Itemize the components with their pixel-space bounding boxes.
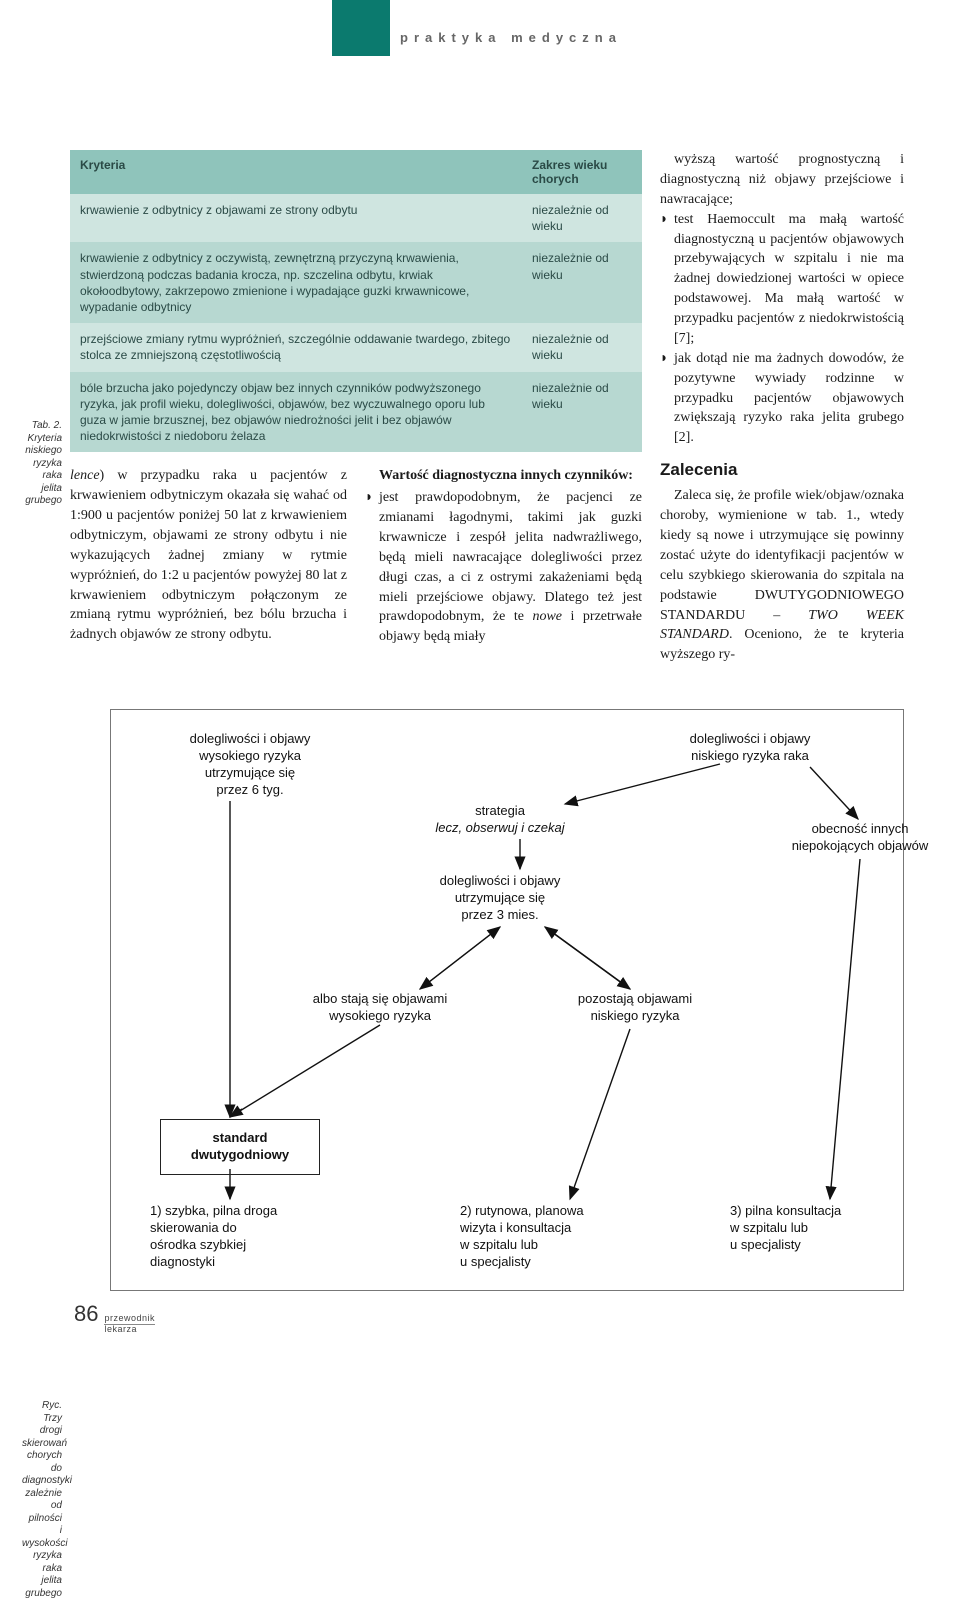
page-number: 86	[74, 1301, 98, 1327]
table-row: krwawienie z odbytnicy z objawami ze str…	[70, 194, 642, 242]
range-cell: niezależnie od wieku	[522, 323, 642, 371]
bullet-icon: ◗	[660, 210, 674, 349]
flowchart: dolegliwości i objawy wysokiego ryzyka u…	[70, 691, 904, 1291]
body-text: jak dotąd nie ma żadnych dowodów, że poz…	[674, 349, 904, 448]
body-text: lence	[70, 468, 100, 483]
body-text: ) w przypadku raka u pacjentów z krwawie…	[70, 468, 347, 642]
flow-outcome-3: 3) pilna konsultacja w szpitalu lub u sp…	[730, 1203, 930, 1254]
flow-outcome-1: 1) szybka, pilna droga skierowania do oś…	[150, 1203, 350, 1271]
flow-node-low-risk: dolegliwości i objawy niskiego ryzyka ra…	[640, 731, 860, 765]
section-header: praktyka medyczna	[400, 30, 622, 45]
body-text: jest prawdopodobnym, że pacjenci ze zmia…	[379, 488, 642, 647]
table-caption-side: Tab. 2. Kryteria niskiego ryzyka raka je…	[22, 420, 62, 508]
bullet-icon: ◗	[365, 488, 379, 647]
range-cell: niezależnie od wieku	[522, 372, 642, 453]
body-text: wyższą wartość prognostyczną i diagnosty…	[660, 150, 904, 210]
figure-caption-side: Ryc. Trzy drogi skierowań chorych do dia…	[22, 1400, 62, 1600]
criterion-cell: krwawienie z odbytnicy z objawami ze str…	[70, 194, 522, 242]
range-cell: niezależnie od wieku	[522, 242, 642, 323]
table-row: bóle brzucha jako pojedynczy objaw bez i…	[70, 372, 642, 453]
flow-node-remain-low: pozostają objawami niskiego ryzyka	[540, 991, 730, 1025]
criterion-cell: krwawienie z odbytnicy z oczywistą, zewn…	[70, 242, 522, 323]
flow-node-high-risk: dolegliwości i objawy wysokiego ryzyka u…	[150, 731, 350, 799]
table-row: krwawienie z odbytnicy z oczywistą, zewn…	[70, 242, 642, 323]
table-header-left: Kryteria	[70, 150, 522, 194]
flow-node-standard-box: standard dwutygodniowy	[160, 1119, 320, 1175]
table-row: przejściowe zmiany rytmu wypróżnień, szc…	[70, 323, 642, 371]
criterion-cell: przejściowe zmiany rytmu wypróżnień, szc…	[70, 323, 522, 371]
paragraph-heading: Wartość diagnostyczna innych czynników:	[365, 466, 642, 486]
range-cell: niezależnie od wieku	[522, 194, 642, 242]
bullet-icon: ◗	[660, 349, 674, 448]
criteria-table: Kryteria Zakres wieku chorych krwawienie…	[70, 150, 642, 452]
flow-node-become-high: albo stają się objawami wysokiego ryzyka	[280, 991, 480, 1025]
flow-node-strategy: strategialecz, obserwuj i czekaj	[410, 803, 590, 837]
footer-text-2: lekarza	[104, 1325, 155, 1335]
flow-node-other: obecność innych niepokojących objawów	[770, 821, 950, 855]
body-text: test Haemoccult ma małą wartość diagnost…	[674, 210, 904, 349]
flow-node-3months: dolegliwości i objawy utrzymujące się pr…	[410, 873, 590, 924]
page-footer: 86 przewodnik lekarza	[70, 1301, 904, 1335]
table-header-right: Zakres wieku chorych	[522, 150, 642, 194]
flow-outcome-2: 2) rutynowa, planowa wizyta i konsultacj…	[460, 1203, 670, 1271]
section-heading: Zalecenia	[660, 458, 904, 482]
body-text: Zaleca się, że profile wiek/objaw/oznaka…	[660, 486, 904, 665]
criterion-cell: bóle brzucha jako pojedynczy objaw bez i…	[70, 372, 522, 453]
header-accent-block	[332, 0, 390, 56]
